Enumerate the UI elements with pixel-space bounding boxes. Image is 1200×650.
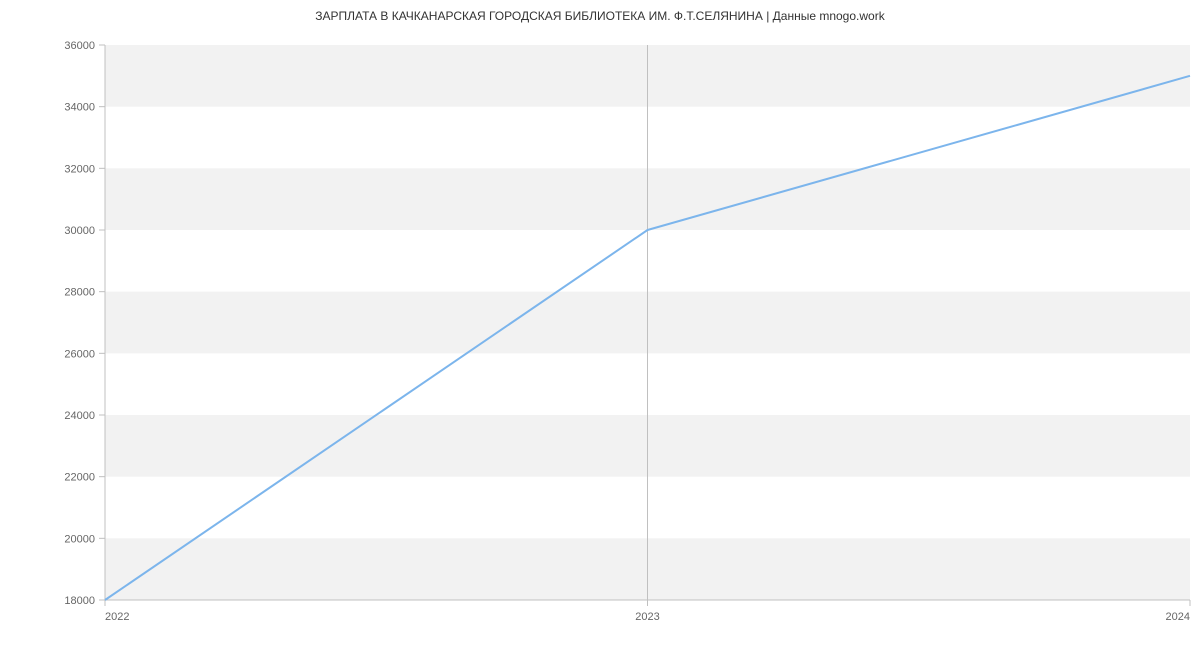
x-tick-label: 2022 [105, 611, 129, 623]
y-tick-label: 22000 [64, 472, 95, 484]
y-tick-label: 18000 [64, 595, 95, 607]
y-tick-label: 28000 [64, 287, 95, 299]
salary-line-chart: 18000 20000 22000 24000 26000 28000 30000 32000… [0, 0, 1200, 650]
y-tick-label: 32000 [64, 163, 95, 175]
x-tick-label: 2023 [635, 611, 659, 623]
y-tick-label: 26000 [64, 348, 95, 360]
x-tick-label: 2024 [1166, 611, 1190, 623]
chart-title: ЗАРПЛАТА В КАЧКАНАРСКАЯ ГОРОДСКАЯ БИБЛИО… [315, 9, 885, 23]
y-tick-label: 24000 [64, 410, 95, 422]
y-tick-label: 36000 [64, 40, 95, 52]
y-tick-label: 34000 [64, 102, 95, 114]
y-tick-label: 30000 [64, 225, 95, 237]
y-tick-label: 20000 [64, 533, 95, 545]
